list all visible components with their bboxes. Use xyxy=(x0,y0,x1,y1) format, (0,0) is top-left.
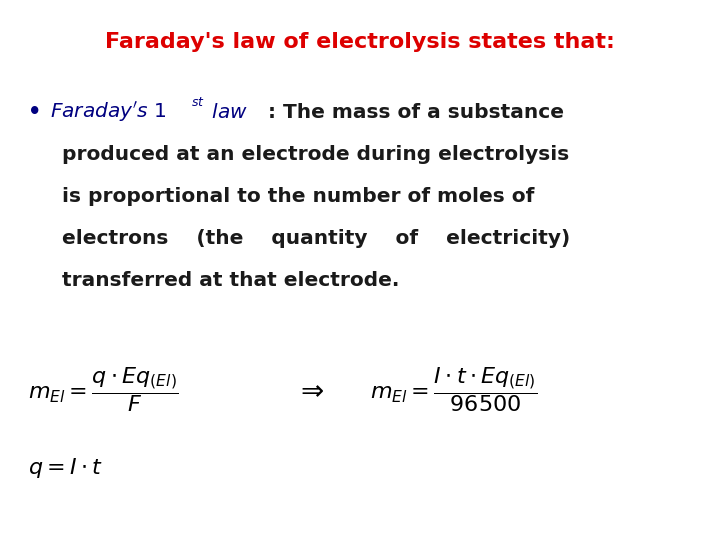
Text: transferred at that electrode.: transferred at that electrode. xyxy=(62,271,400,289)
Text: $\mathbf{\it{st}}$: $\mathbf{\it{st}}$ xyxy=(191,96,204,109)
Text: $\Rightarrow$: $\Rightarrow$ xyxy=(295,376,325,404)
Text: $\mathbf{\it{Faraday's\ 1}}$: $\mathbf{\it{Faraday's\ 1}}$ xyxy=(50,100,167,124)
Text: $m_{El} = \dfrac{q \cdot Eq_{(El)}}{F}$: $m_{El} = \dfrac{q \cdot Eq_{(El)}}{F}$ xyxy=(28,366,179,414)
Text: is proportional to the number of moles of: is proportional to the number of moles o… xyxy=(62,186,534,206)
Text: •: • xyxy=(28,102,41,122)
Text: $m_{El} = \dfrac{I \cdot t \cdot Eq_{(El)}}{96500}$: $m_{El} = \dfrac{I \cdot t \cdot Eq_{(El… xyxy=(370,366,538,414)
Text: : The mass of a substance: : The mass of a substance xyxy=(268,103,564,122)
Text: $\mathbf{\it{\ law}}$: $\mathbf{\it{\ law}}$ xyxy=(205,103,248,122)
Text: $q = I \cdot t$: $q = I \cdot t$ xyxy=(28,456,103,480)
Text: Faraday's law of electrolysis states that:: Faraday's law of electrolysis states tha… xyxy=(105,32,615,52)
Text: produced at an electrode during electrolysis: produced at an electrode during electrol… xyxy=(62,145,570,164)
Text: electrons    (the    quantity    of    electricity): electrons (the quantity of electricity) xyxy=(62,228,570,247)
